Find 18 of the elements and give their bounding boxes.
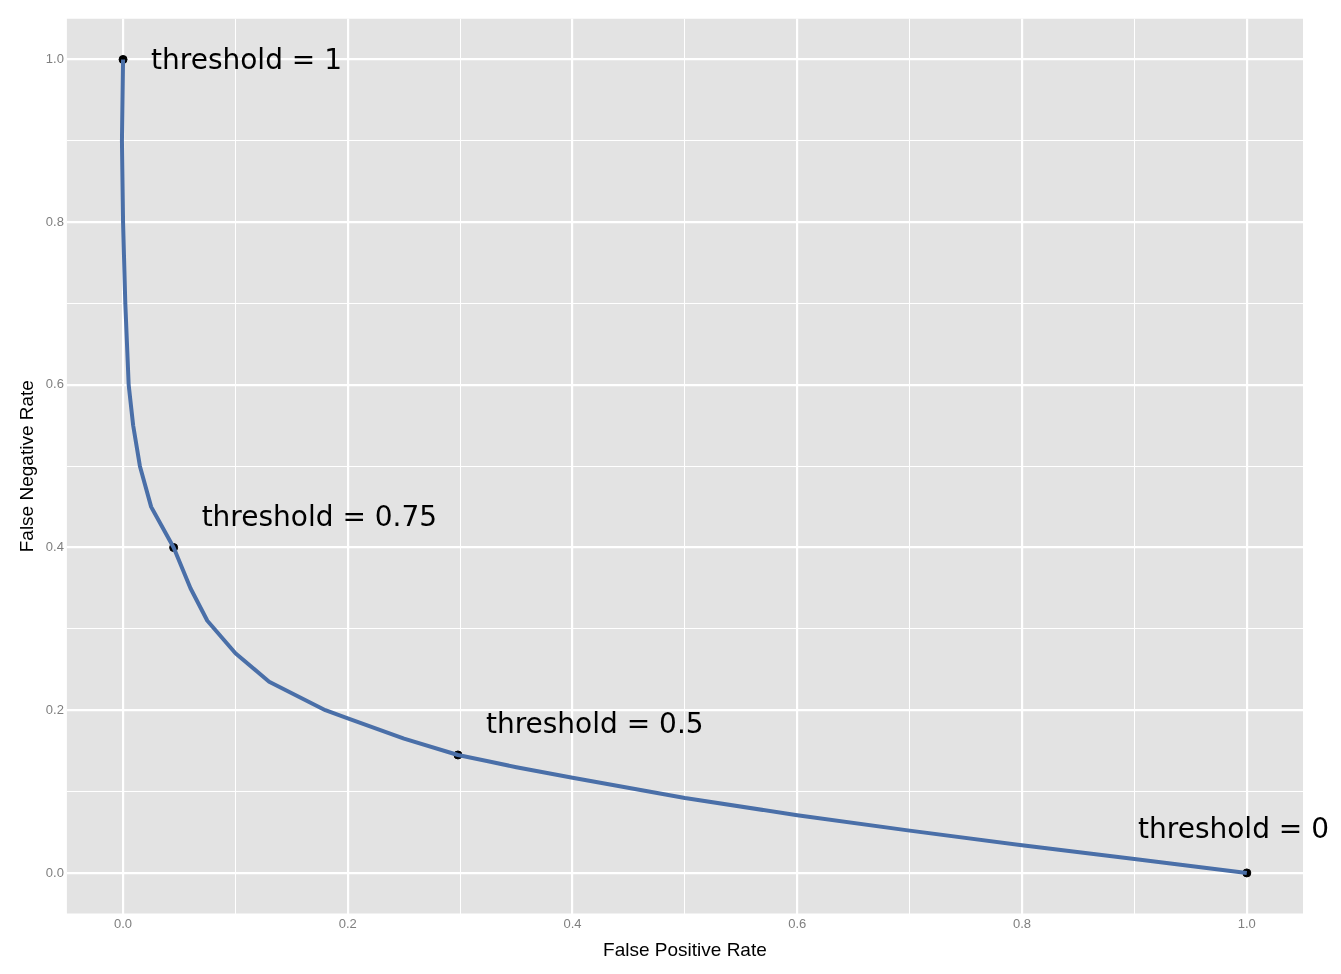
y-axis-title: False Negative Rate [15,380,37,553]
x-tick-label: 1.0 [1237,915,1256,931]
x-tick-label: 0.0 [114,915,133,931]
annotation: threshold = 0.75 [201,499,438,533]
y-tick-label: 0.8 [45,213,64,229]
y-tick-label: 0.0 [45,864,64,880]
annotation: threshold = 0.5 [485,706,704,740]
x-tick-label: 0.2 [338,915,357,931]
y-tick-label: 0.4 [45,539,64,555]
annotation: threshold = 1 [151,43,343,77]
x-tick-label: 0.8 [1013,915,1032,931]
y-tick-label: 0.2 [45,701,64,717]
annotation: threshold = 0 [1138,811,1330,845]
x-tick-label: 0.4 [563,915,582,931]
y-tick-label: 0.6 [45,376,64,392]
x-axis-title: False Positive Rate [603,938,767,960]
y-tick-label: 1.0 [45,51,64,67]
x-tick-label: 0.6 [788,915,807,931]
